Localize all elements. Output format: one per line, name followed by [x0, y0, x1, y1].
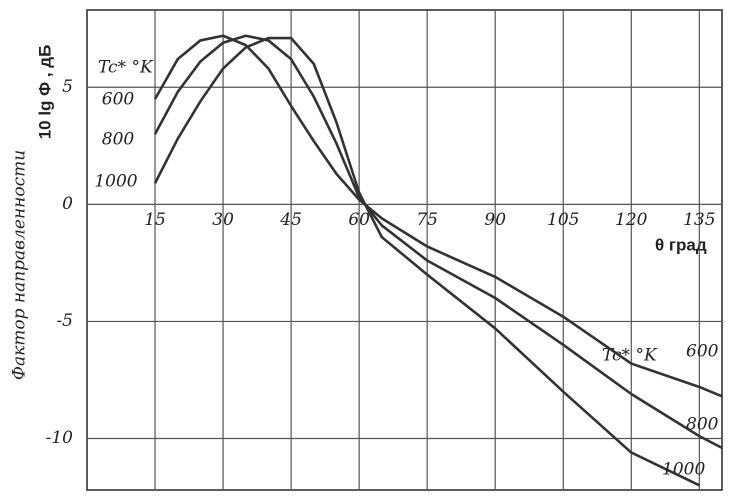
- legend-title: Tc* °K: [602, 346, 658, 366]
- y-tick-label: -5: [56, 311, 73, 331]
- x-tick-label: 90: [484, 210, 506, 230]
- x-tick-label: 30: [212, 210, 234, 230]
- y-tick-label: -10: [46, 428, 74, 448]
- line-end-label: 800: [686, 415, 719, 435]
- x-tick-label: 60: [348, 210, 370, 230]
- line: [153, 36, 700, 487]
- y-tick-label: 5: [62, 77, 73, 97]
- x-tick-label: 15: [144, 210, 166, 230]
- plot-frame: [86, 9, 723, 491]
- x-axis-label: θ град: [655, 235, 707, 254]
- line: [153, 34, 723, 398]
- legend-label: 800: [102, 130, 135, 150]
- legend-title: Tc* °K: [98, 58, 154, 78]
- legend-label: 600: [102, 90, 135, 110]
- x-tick-label: 45: [279, 210, 302, 230]
- line-end-label: 600: [686, 342, 719, 362]
- x-tick-label: 120: [615, 210, 648, 230]
- y-axis-label-2: Фактор направленности: [10, 150, 30, 380]
- y-tick-label: 0: [62, 194, 73, 214]
- line: [153, 34, 723, 450]
- x-tick-label: 105: [547, 210, 579, 230]
- legend-label: 1000: [94, 172, 137, 192]
- x-tick-label: 75: [416, 210, 438, 230]
- x-tick-label: 135: [683, 210, 715, 230]
- line-end-label: 1000: [662, 460, 705, 480]
- y-axis-label: 10 lg Φ , дБ: [35, 45, 54, 140]
